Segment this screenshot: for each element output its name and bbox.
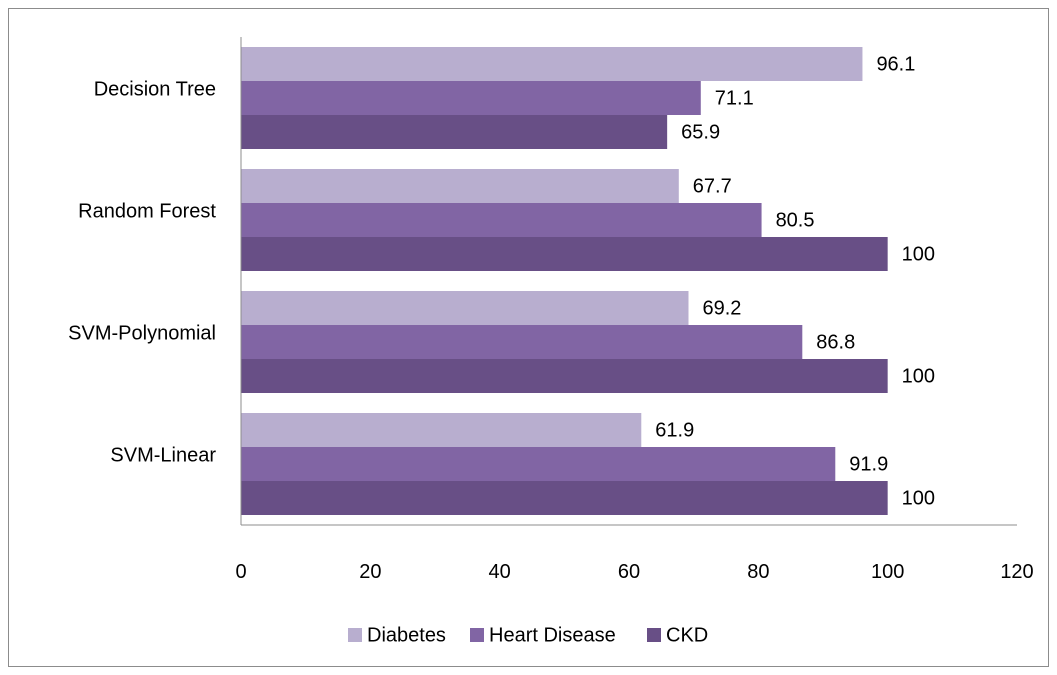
legend-swatch-heart-disease <box>470 628 484 642</box>
x-tick-label-80: 80 <box>747 561 769 583</box>
category-label-svm-linear: SVM-Linear <box>110 444 216 466</box>
data-label-diabetes-decision-tree: 96.1 <box>876 53 915 75</box>
data-label-heart-disease-svm-polynomial: 86.8 <box>816 331 855 353</box>
bar-heart-disease-random-forest <box>241 203 762 237</box>
category-label-svm-polynomial: SVM-Polynomial <box>68 322 216 344</box>
x-tick-label-40: 40 <box>489 561 511 583</box>
x-tick-label-0: 0 <box>235 561 246 583</box>
legend-swatch-ckd <box>647 628 661 642</box>
bar-heart-disease-decision-tree <box>241 81 701 115</box>
bar-heart-disease-svm-polynomial <box>241 325 803 359</box>
bar-ckd-svm-polynomial <box>241 359 888 393</box>
legend-swatch-diabetes <box>348 628 362 642</box>
bars-layer <box>241 47 888 515</box>
data-label-ckd-random-forest: 100 <box>902 243 935 265</box>
legend-label-ckd: CKD <box>666 624 708 646</box>
data-label-ckd-svm-polynomial: 100 <box>902 365 935 387</box>
bar-ckd-svm-linear <box>241 481 888 515</box>
bar-heart-disease-svm-linear <box>241 447 836 481</box>
legend-label-heart-disease: Heart Disease <box>489 624 616 646</box>
x-tick-label-100: 100 <box>871 561 904 583</box>
bar-ckd-decision-tree <box>241 115 668 149</box>
data-label-heart-disease-random-forest: 80.5 <box>776 209 815 231</box>
bar-diabetes-svm-polynomial <box>241 291 689 325</box>
data-label-ckd-svm-linear: 100 <box>902 487 935 509</box>
labels-layer: SVM-Linear 61.9 91.9 100 SVM-Polynomial 69.2 8… <box>68 53 935 509</box>
bar-diabetes-random-forest <box>241 169 679 203</box>
data-label-diabetes-random-forest: 67.7 <box>693 175 732 197</box>
x-tick-label-60: 60 <box>618 561 640 583</box>
category-label-random-forest: Random Forest <box>78 200 216 222</box>
category-label-decision-tree: Decision Tree <box>94 78 216 100</box>
bar-diabetes-decision-tree <box>241 47 863 81</box>
data-label-heart-disease-decision-tree: 71.1 <box>715 87 754 109</box>
data-label-ckd-decision-tree: 65.9 <box>681 121 720 143</box>
data-label-diabetes-svm-linear: 61.9 <box>655 419 694 441</box>
ticks-layer: 0 20 40 60 80 100 120 <box>235 561 1033 583</box>
bar-ckd-random-forest <box>241 237 888 271</box>
legend: Diabetes Heart Disease CKD <box>348 624 708 646</box>
data-label-diabetes-svm-polynomial: 69.2 <box>702 297 741 319</box>
legend-label-diabetes: Diabetes <box>367 624 446 646</box>
data-label-heart-disease-svm-linear: 91.9 <box>849 453 888 475</box>
chart-frame <box>8 8 1049 667</box>
bar-diabetes-svm-linear <box>241 413 642 447</box>
x-tick-label-20: 20 <box>359 561 381 583</box>
x-tick-label-120: 120 <box>1000 561 1033 583</box>
